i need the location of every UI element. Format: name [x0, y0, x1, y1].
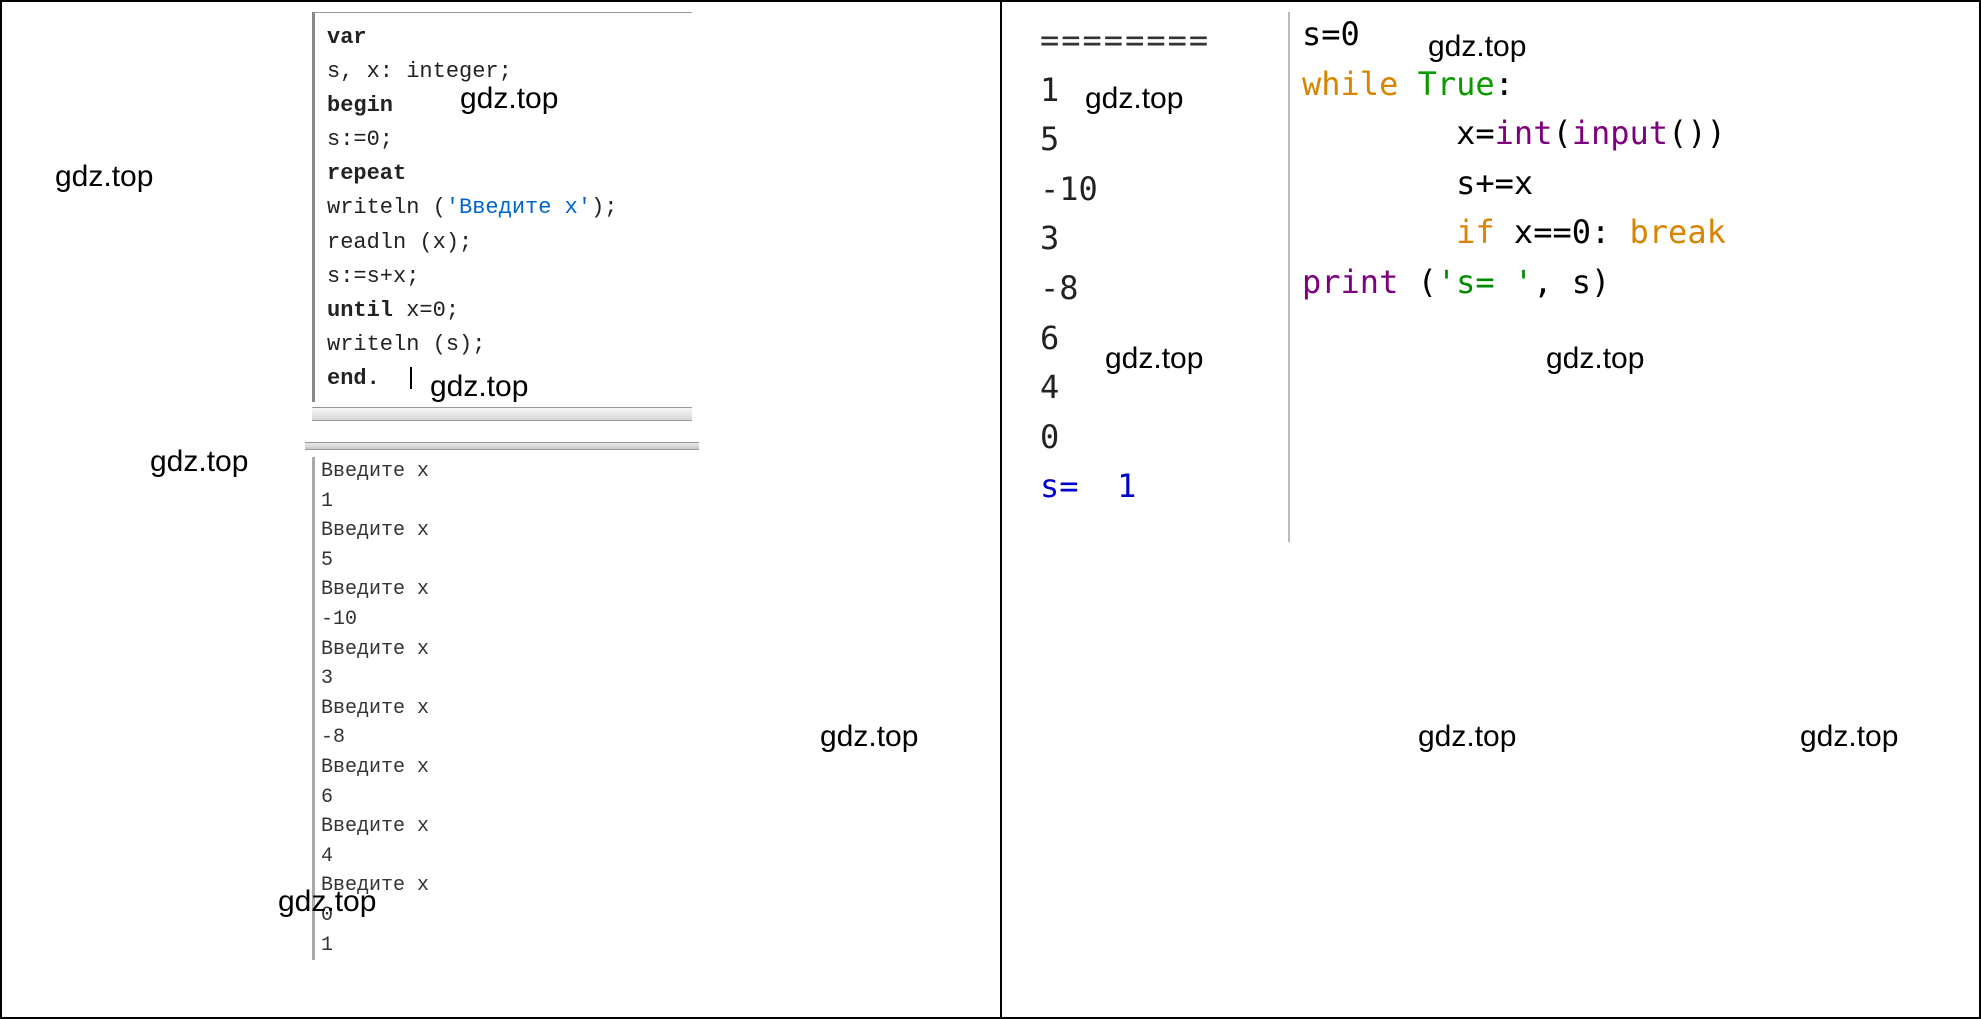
py-kw-while: while — [1302, 65, 1398, 103]
python-code[interactable]: s=0 while True: x=int(input()) s+=x if x… — [1302, 10, 1962, 308]
py-fn-print: print — [1302, 263, 1398, 301]
two-column-table: var s, x: integer; begin s:=0; repeat wr… — [0, 0, 1981, 1019]
pascal-code: var s, x: integer; begin s:=0; repeat wr… — [315, 13, 692, 404]
py-line-3-indent: x= — [1302, 114, 1495, 152]
right-column: ======== 1 5 -10 3 -8 6 4 0 s= 1 s=0 whi… — [1002, 2, 1979, 1017]
py-kw-break: break — [1630, 213, 1726, 251]
pane-divider-1[interactable] — [312, 407, 692, 421]
py-cond: x==0: — [1495, 213, 1630, 251]
pascal-line-9b: x=0; — [393, 298, 459, 323]
py-line-5-indent — [1302, 213, 1456, 251]
py-fn-input: input — [1572, 114, 1668, 152]
pascal-editor-pane[interactable]: var s, x: integer; begin s:=0; repeat wr… — [312, 12, 692, 402]
pascal-line-2: s, x: integer; — [327, 59, 512, 84]
pascal-string: 'Введите x' — [446, 195, 591, 220]
pascal-kw-end: end. — [327, 366, 380, 391]
pascal-line-6b: ); — [591, 195, 617, 220]
py-paren-1: ( — [1552, 114, 1571, 152]
python-output-sep: ======== — [1040, 21, 1210, 59]
py-colon: : — [1495, 65, 1514, 103]
py-line-4: s+=x — [1302, 164, 1533, 202]
pascal-output: Введите x 1 Введите x 5 Введите x -10 Вв… — [312, 457, 692, 960]
result-value: 1 — [1117, 467, 1136, 505]
pascal-kw-until: until — [327, 298, 393, 323]
py-print-a: ( — [1398, 263, 1437, 301]
py-fn-int: int — [1495, 114, 1553, 152]
pascal-line-4: s:=0; — [327, 127, 393, 152]
py-print-b: , s) — [1533, 263, 1610, 301]
py-kw-if: if — [1456, 213, 1495, 251]
pascal-line-8: s:=s+x; — [327, 264, 419, 289]
pascal-kw-begin: begin — [327, 93, 393, 118]
py-paren-2: ()) — [1668, 114, 1726, 152]
python-output-result: s= 1 — [1040, 467, 1136, 505]
left-column: var s, x: integer; begin s:=0; repeat wr… — [2, 2, 1002, 1017]
pascal-line-7: readln (x); — [327, 230, 472, 255]
pane-divider-2[interactable] — [305, 442, 699, 450]
python-output-values: 1 5 -10 3 -8 6 4 0 — [1040, 71, 1098, 456]
pascal-kw-var: var — [327, 25, 367, 50]
python-output-pane: ======== 1 5 -10 3 -8 6 4 0 s= 1 — [1030, 12, 1290, 542]
text-cursor — [410, 367, 412, 389]
pascal-kw-repeat: repeat — [327, 161, 406, 186]
py-kw-true: True — [1398, 65, 1494, 103]
py-line-1: s=0 — [1302, 15, 1360, 53]
result-label: s= — [1040, 467, 1117, 505]
pascal-line-6a: writeln ( — [327, 195, 446, 220]
py-str: 's= ' — [1437, 263, 1533, 301]
pascal-line-10: writeln (s); — [327, 332, 485, 357]
